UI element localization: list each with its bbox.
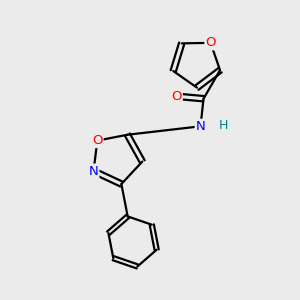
Text: N: N [89, 165, 98, 178]
Text: O: O [171, 90, 182, 103]
Text: O: O [206, 36, 216, 49]
Text: N: N [196, 120, 206, 133]
Text: O: O [92, 134, 103, 147]
Text: H: H [219, 119, 229, 132]
